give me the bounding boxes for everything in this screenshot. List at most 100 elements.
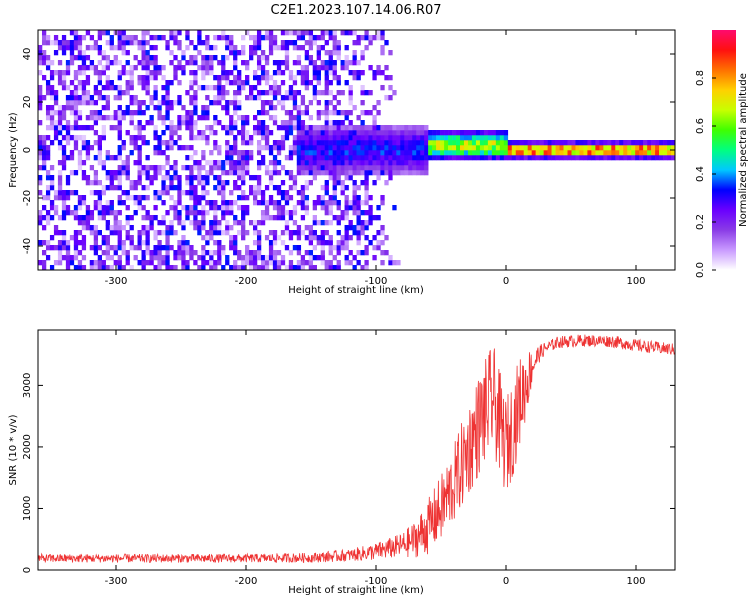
heatmap-cell [38,50,43,56]
heatmap-cell [173,35,178,41]
heatmap-cell [340,185,345,191]
heatmap-cell [161,85,166,91]
heatmap-cell [77,135,83,141]
heatmap-cell [260,75,266,81]
heatmap-cell [197,225,202,231]
heatmap-cell [288,90,294,96]
heatmap-cell [320,240,325,246]
heatmap-cell [479,130,485,136]
heatmap-cell [129,35,134,41]
heatmap-cell [360,200,365,206]
heatmap-cell [368,130,373,136]
heatmap-cell [249,175,254,181]
heatmap-cell [432,150,437,156]
heatmap-cell [221,180,226,186]
heatmap-cell [177,80,182,86]
heatmap-cell [105,225,110,231]
heatmap-cell [61,70,67,76]
heatmap-cell [141,185,146,191]
heatmap-cell [507,150,513,156]
heatmap-cell [348,165,353,171]
heatmap-cell [284,110,290,116]
heatmap-cell [440,140,445,146]
heatmap-cell [272,235,278,241]
heatmap-cell [312,135,317,141]
heatmap-cell [241,125,246,131]
heatmap-cell [344,235,349,241]
heatmap-cell [264,60,270,66]
heatmap-cell [165,160,170,166]
heatmap-cell [121,115,126,121]
heatmap-cell [45,190,51,196]
heatmap-cell [125,35,130,41]
colorbar-label: Normalized spectral amplitude [738,73,749,227]
heatmap-cell [93,90,99,96]
heatmap-cell [376,125,381,131]
heatmap-cell [173,55,178,61]
heatmap-cell [189,60,194,66]
heatmap-cell [189,70,194,76]
heatmap-cell [336,205,341,211]
heatmap-cell [360,225,365,231]
heatmap-cell [237,105,242,111]
heatmap-cell [631,140,636,146]
heatmap-cell [336,50,341,56]
heatmap-cell [133,135,138,141]
heatmap-cell [659,150,664,156]
heatmap-cell [173,140,178,146]
heatmap-cell [193,70,198,76]
heatmap-cell [404,155,409,161]
heatmap-cell [284,245,290,251]
heatmap-cell [213,145,218,151]
heatmap-cell [344,150,349,156]
heatmap-cell [165,95,170,101]
heatmap-cell [153,245,158,251]
heatmap-cell [93,265,99,271]
heatmap-cell [153,45,158,51]
heatmap-cell [523,140,528,146]
heatmap-cell [245,65,250,71]
heatmap-cell [165,265,170,271]
heatmap-cell [189,195,194,201]
heatmap-cell [252,255,258,261]
heatmap-cell [61,115,67,121]
heatmap-cell [252,260,258,266]
heatmap-cell [300,35,306,41]
heatmap-cell [225,220,230,226]
heatmap-cell [38,220,43,226]
heatmap-cell [45,65,51,71]
heatmap-cell [185,90,190,96]
heatmap-cell [233,140,238,146]
heatmap-cell [81,100,87,106]
heatmap-cell [93,45,99,51]
heatmap-cell [316,140,321,146]
heatmap-cell [57,80,63,86]
heatmap-cell [400,165,405,171]
heatmap-cell [260,100,266,106]
heatmap-cell [396,165,401,171]
heatmap-cell [217,95,222,101]
heatmap-cell [372,160,377,166]
heatmap-cell [392,125,397,131]
heatmap-cell [193,125,198,131]
heatmap-cell [49,245,55,251]
heatmap-cell [356,185,361,191]
heatmap-cell [284,125,290,131]
heatmap-cell [344,185,349,191]
heatmap-cell [69,100,75,106]
heatmap-cell [229,200,234,206]
heatmap-cell [567,155,572,161]
heatmap-cell [256,200,262,206]
heatmap-cell [249,255,254,261]
heatmap-cell [165,255,170,261]
heatmap-cell [412,125,417,131]
heatmap-cell [177,65,182,71]
heatmap-cell [105,150,110,156]
heatmap-cell [463,130,469,136]
heatmap-cell [368,135,373,141]
heatmap-cell [667,145,672,151]
heatmap-cell [595,140,600,146]
heatmap-cell [161,230,166,236]
heatmap-cell [364,110,369,116]
heatmap-cell [169,125,174,131]
